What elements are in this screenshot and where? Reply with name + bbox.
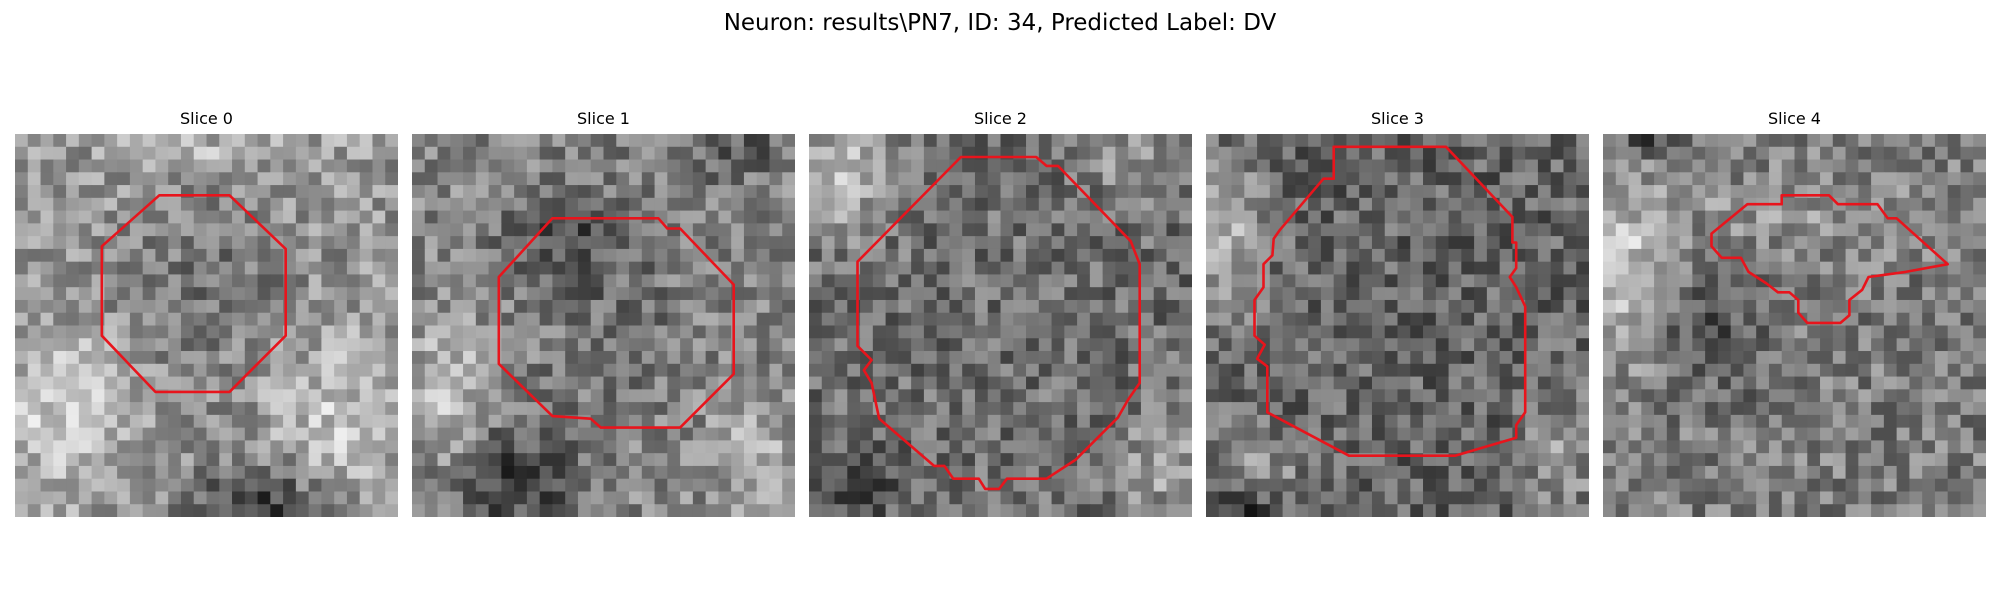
figure-title: Neuron: results\PN7, ID: 34, Predicted L… [723, 10, 1277, 36]
roi-contour [1253, 145, 1527, 458]
slice-image [1206, 134, 1589, 517]
slice-title: Slice 1 [577, 109, 630, 128]
roi-contour [1710, 193, 1950, 325]
slice-image [15, 134, 398, 517]
slice-title: Slice 3 [1371, 109, 1424, 128]
roi-contour [100, 193, 288, 394]
slice-panel-0: Slice 0 [15, 107, 398, 521]
slice-panel-1: Slice 1 [412, 107, 795, 521]
slice-title: Slice 0 [180, 109, 233, 128]
slice-image [809, 134, 1192, 517]
slice-title: Slice 4 [1768, 109, 1821, 128]
slice-panel-4: Slice 4 [1603, 107, 1986, 521]
slice-title: Slice 2 [974, 109, 1027, 128]
slice-panel-3: Slice 3 [1206, 107, 1589, 521]
slice-panel-2: Slice 2 [809, 107, 1192, 521]
slice-image [412, 134, 795, 517]
slice-image [1603, 134, 1986, 517]
roi-contour [856, 155, 1142, 491]
roi-contour [497, 217, 736, 429]
